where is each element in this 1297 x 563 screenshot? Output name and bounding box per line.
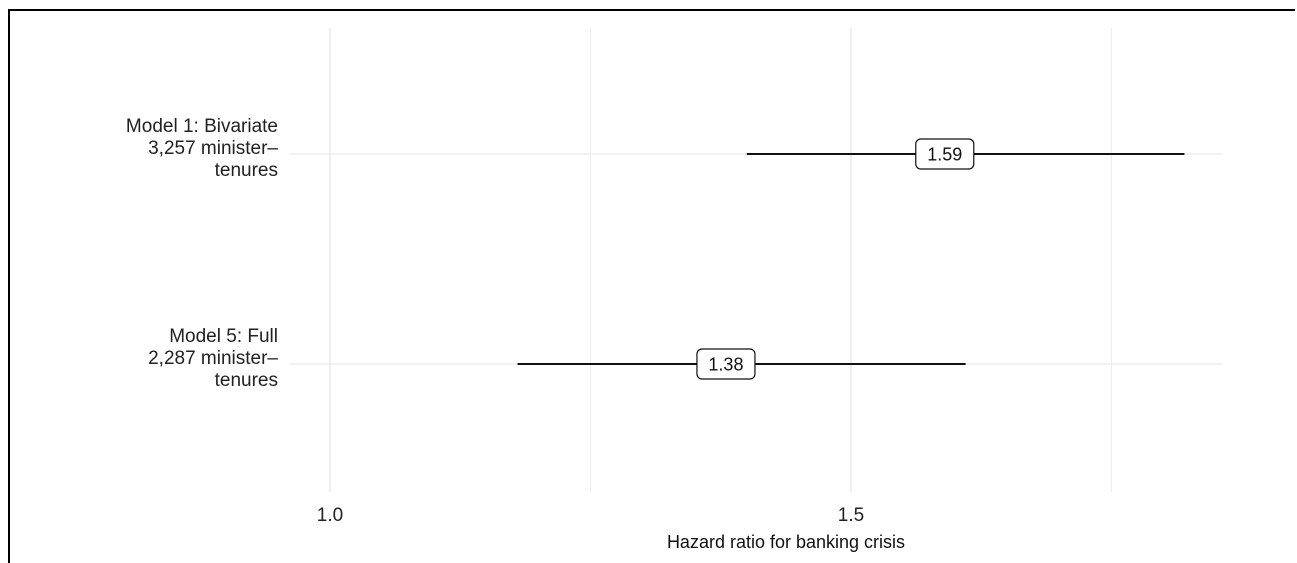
row-label-line: Model 5: Full [169,326,278,347]
estimate-row: Model 5: Full 2,287 minister– tenures 1.38 [148,326,966,391]
row-label-line: tenures [215,160,278,181]
x-tick-label: 1.0 [317,505,343,526]
estimate-row: Model 1: Bivariate 3,257 minister– tenures… [126,116,1185,181]
x-axis: Hazard ratio for banking crisis 1.0 1.5 [317,505,905,552]
rows-layer: Model 1: Bivariate 3,257 minister– tenures… [126,116,1185,391]
row-label-line: 3,257 minister– [148,138,278,159]
estimate-label: 1.38 [708,355,743,375]
x-axis-title: Hazard ratio for banking crisis [667,532,905,552]
row-label-line: 2,287 minister– [148,348,278,369]
row-label-line: Model 1: Bivariate [126,116,278,137]
frame-top-border [8,9,1295,11]
grid-layer [290,28,1222,492]
row-label-line: tenures [215,370,278,391]
frame-left-border [8,9,10,563]
estimate-box [696,348,756,380]
x-tick-label: 1.5 [838,505,864,526]
estimate-label: 1.59 [927,145,962,165]
estimate-box [915,138,975,170]
row-label: Model 1: Bivariate 3,257 minister– tenures [126,116,279,181]
row-label: Model 5: Full 2,287 minister– tenures [148,326,278,391]
